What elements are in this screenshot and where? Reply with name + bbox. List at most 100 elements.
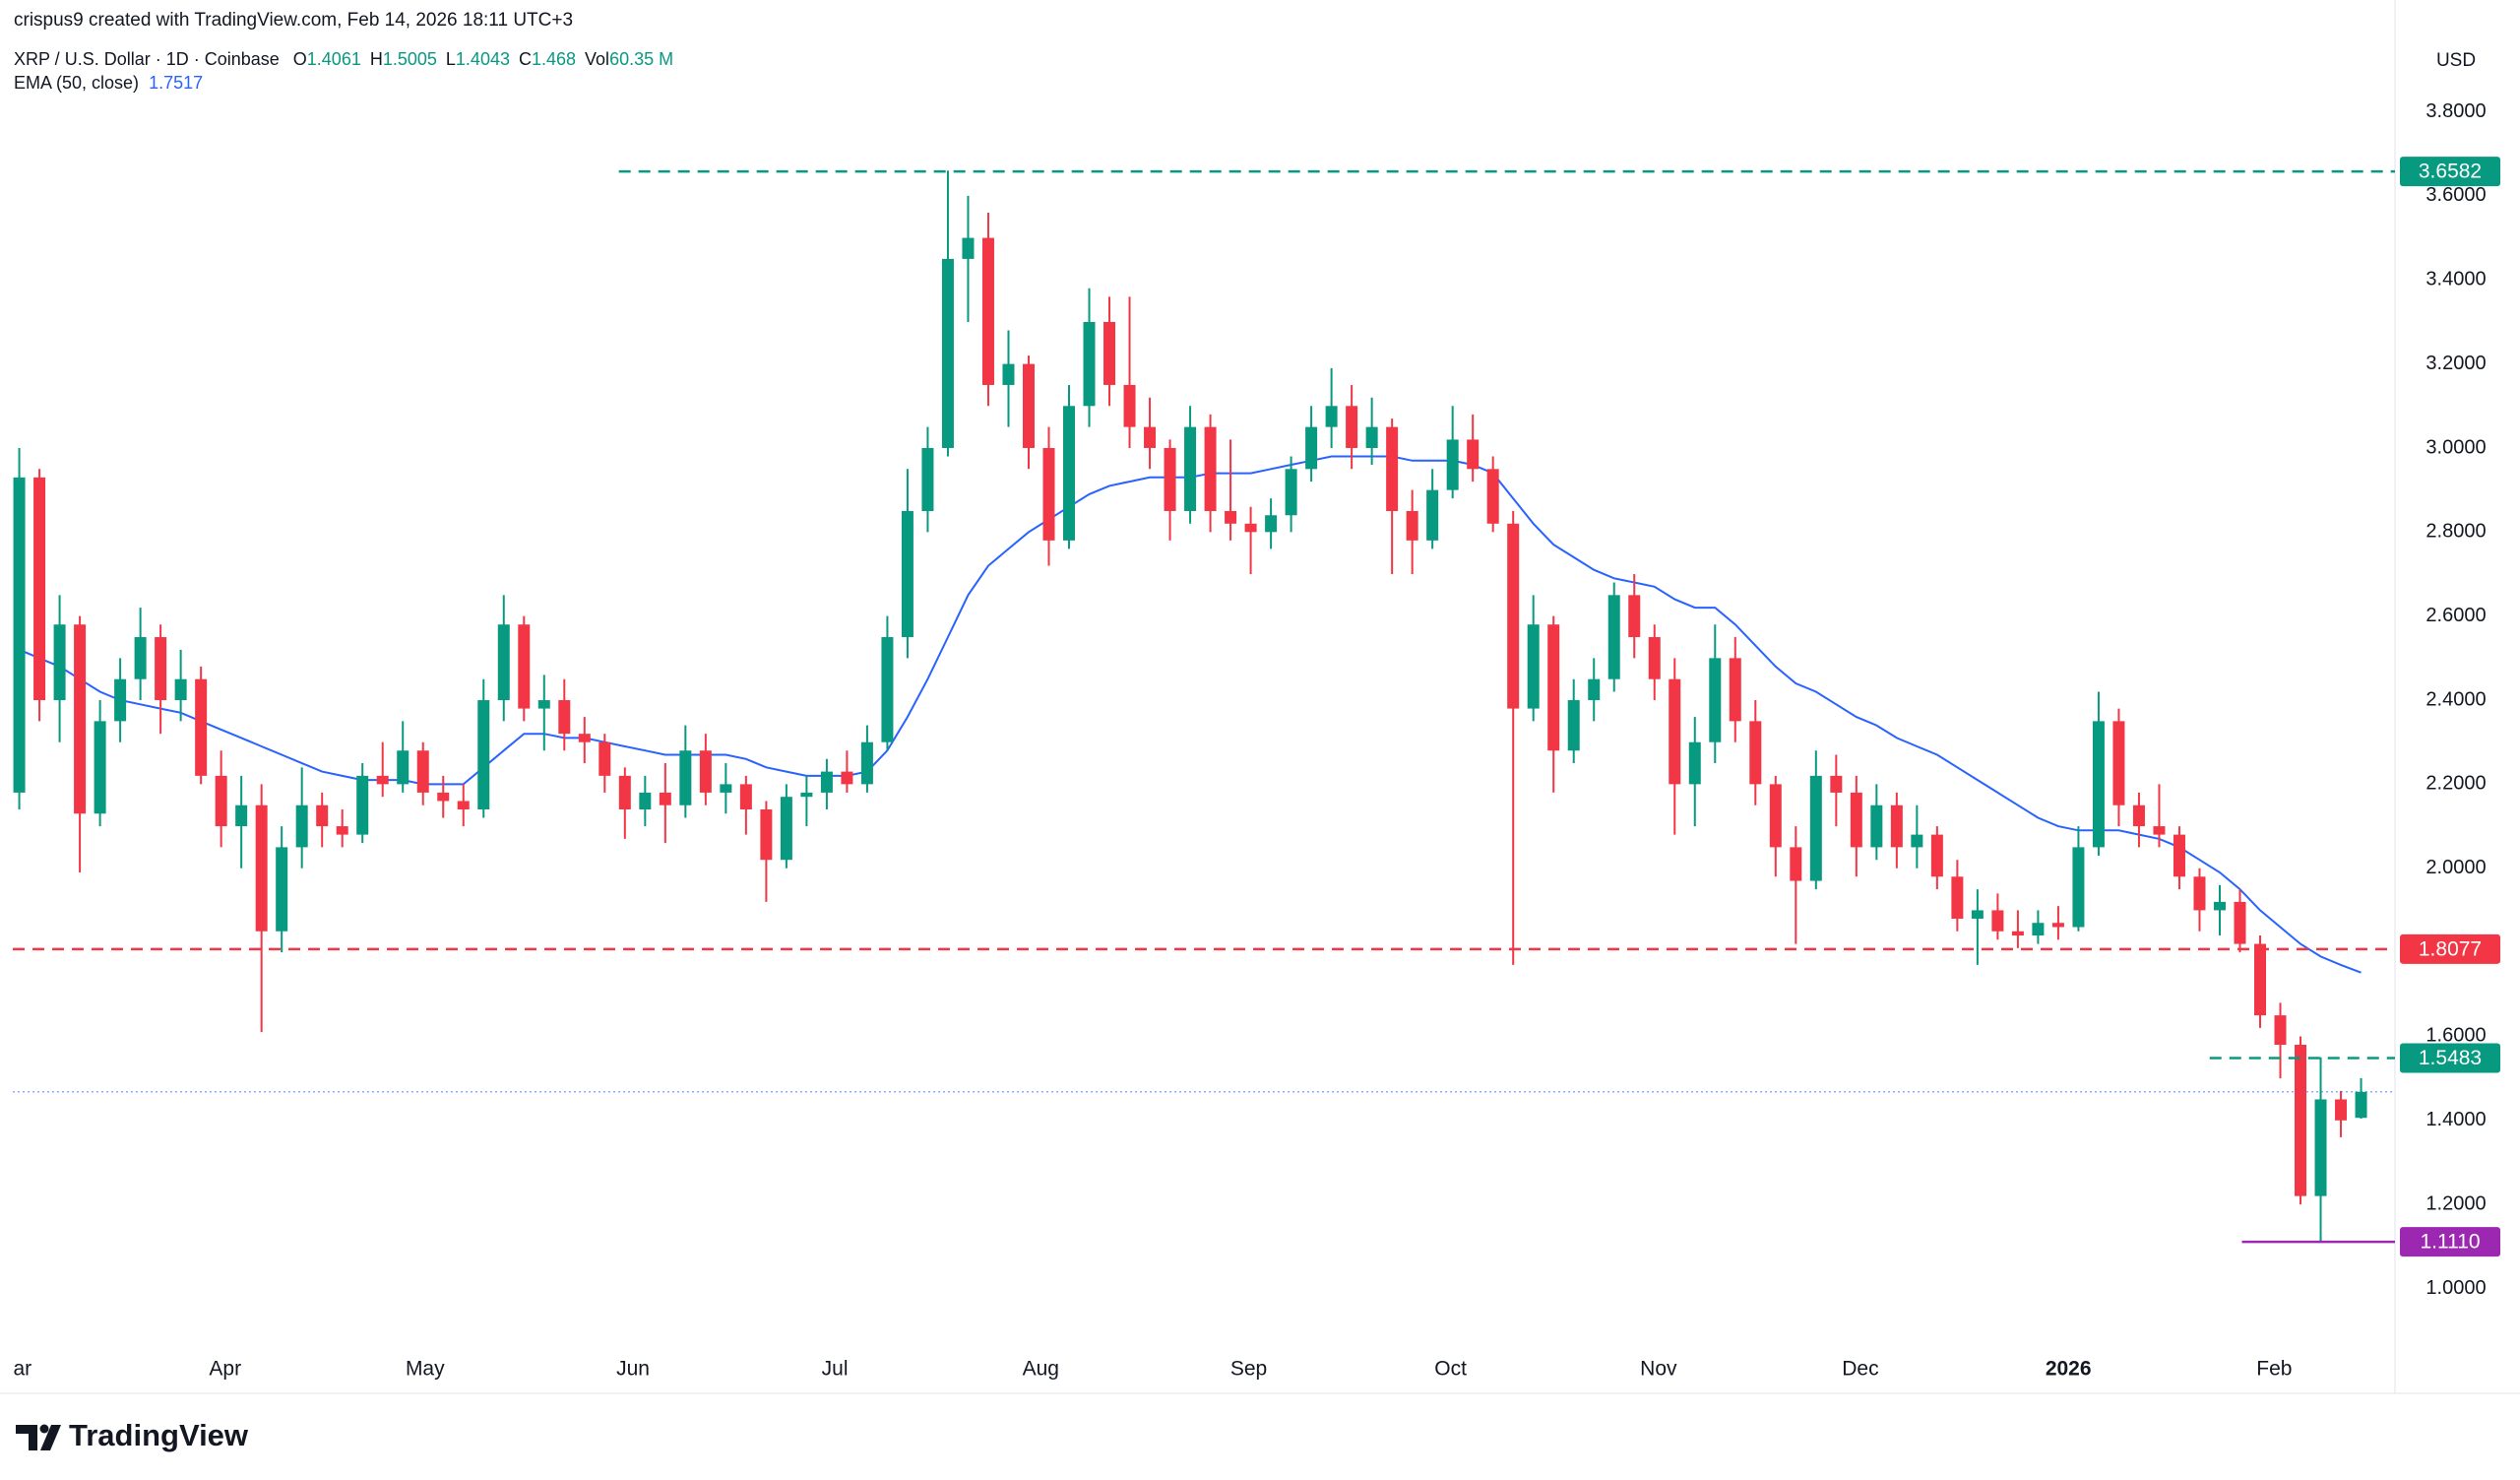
candle (1890, 792, 1903, 869)
candle-body (1486, 469, 1499, 524)
candle-body (1406, 510, 1418, 541)
candle-body (1991, 910, 2004, 932)
candle-body (1971, 910, 1984, 919)
candle-body (1042, 447, 1055, 541)
candle (1547, 615, 1560, 793)
candle-body (1346, 406, 1358, 448)
candle (215, 750, 227, 848)
candle (1467, 414, 1480, 483)
ohlc: O1.4061 H1.5005 L1.4043 C1.468 Vol60.35 M (293, 49, 673, 69)
candle-body (235, 804, 248, 827)
candle (195, 666, 208, 785)
candle (1911, 804, 1923, 869)
y-tick-label: 3.6000 (2426, 184, 2486, 206)
x-tick-label: 2026 (2046, 1358, 2092, 1381)
candle-body (2051, 923, 2064, 928)
candle (1669, 658, 1681, 835)
candle-body (2112, 721, 2125, 805)
watermark: crispus9 created with TradingView.com, F… (14, 10, 574, 31)
candle-body (336, 826, 348, 835)
candle (941, 170, 954, 457)
ohlc-label: L (445, 49, 456, 69)
level-price-label: 1.8077 (2419, 937, 2482, 960)
candle-body (1567, 700, 1580, 751)
candle (537, 675, 550, 751)
x-tick-label: Nov (1640, 1358, 1677, 1381)
candle (437, 775, 450, 818)
candle (760, 801, 773, 902)
candle (800, 775, 813, 827)
candle-body (295, 804, 308, 848)
candle-body (215, 775, 227, 827)
candle (94, 700, 106, 827)
x-tick-label: Jul (822, 1358, 849, 1381)
candle (1991, 893, 2004, 940)
candle-body (2274, 1015, 2287, 1045)
candle (578, 717, 591, 764)
candle-body (1709, 658, 1722, 742)
candle-body (720, 784, 732, 793)
candle (2072, 826, 2085, 932)
candle-body (195, 678, 208, 776)
symbol-legend: XRP / U.S. Dollar · 1D · Coinbase O1.4061… (14, 49, 673, 70)
candle-body (639, 792, 652, 809)
candle-body (276, 847, 288, 932)
candle (74, 615, 87, 873)
x-tick-label: Oct (1434, 1358, 1467, 1381)
candle-body (1951, 876, 1964, 919)
candle (962, 195, 975, 322)
candle-body (114, 678, 127, 722)
candle-body (1204, 426, 1217, 511)
candle (155, 624, 167, 735)
y-tick-label: 3.8000 (2426, 100, 2486, 122)
x-tick-label: ar (14, 1358, 32, 1381)
candle (1628, 574, 1641, 659)
candle-body (841, 771, 853, 785)
candle-body (1688, 741, 1701, 785)
y-tick-label: 2.0000 (2426, 857, 2486, 878)
candle (1063, 384, 1076, 549)
x-tick-label: Feb (2256, 1358, 2292, 1381)
candle-body (1830, 775, 1843, 793)
candle-body (134, 637, 147, 679)
candle-body (1467, 439, 1480, 470)
y-tick-label: 1.0000 (2426, 1277, 2486, 1299)
candle (598, 734, 611, 793)
candle (1305, 406, 1318, 483)
candle (2173, 826, 2185, 890)
candle (679, 725, 692, 818)
candle-body (618, 775, 631, 809)
candle-body (94, 721, 106, 814)
candle-body (800, 792, 813, 798)
candle (618, 767, 631, 839)
candle-body (1103, 321, 1116, 385)
candle-body (2173, 834, 2185, 877)
ohlc-value: 1.468 (531, 49, 577, 69)
candle-body (2132, 804, 2145, 827)
candle-body (1063, 406, 1076, 541)
candle (1769, 775, 1782, 877)
candle-body (1870, 804, 1883, 848)
candle-body (941, 258, 954, 448)
candle-body (2193, 876, 2206, 911)
candle (134, 608, 147, 701)
candle (1588, 658, 1601, 722)
candle (1951, 860, 1964, 932)
candle-body (2254, 943, 2267, 1016)
candle-body (1547, 624, 1560, 751)
y-tick-label: 1.4000 (2426, 1109, 2486, 1130)
candle-body (316, 804, 329, 827)
candle-body (1850, 792, 1862, 848)
candle (1809, 750, 1822, 890)
x-tick-label: Dec (1842, 1358, 1878, 1381)
candle (1446, 406, 1459, 499)
candle (881, 615, 894, 751)
candle (1386, 418, 1399, 575)
candle-body (53, 624, 66, 701)
candle (255, 784, 268, 1033)
candle-body (2072, 847, 2085, 928)
candle-body (760, 808, 773, 861)
candle-body (1325, 406, 1338, 427)
candle (497, 595, 510, 722)
